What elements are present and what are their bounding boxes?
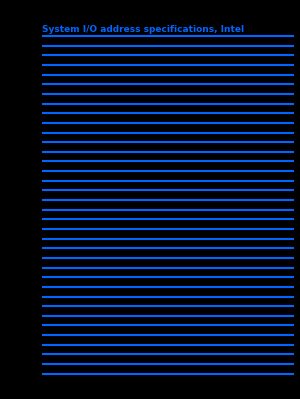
Text: System I/O address specifications, Intel: System I/O address specifications, Intel	[42, 25, 244, 34]
